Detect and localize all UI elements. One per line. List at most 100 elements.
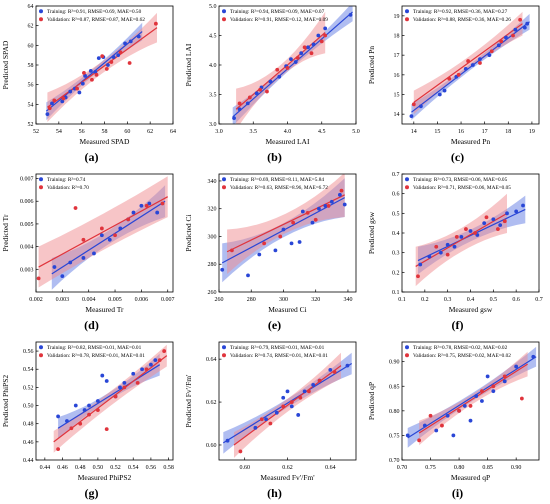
chart-panel: 0.1 0.2 0.3 0.4 0.5 0.6 0.7 0.1 0.2 0.3 0.4 0.5 0.6 0… [366,168,549,336]
training-fit-line [411,21,530,113]
legend-validation-label: Validation: R²=0.87, RMSE=0.87, MAE=0.62 [47,17,145,23]
y-axis-label: Predicted Pn [367,46,376,84]
training-point [437,92,442,97]
validation-point [339,188,344,193]
training-point [140,367,144,372]
y-tick-label: 0.004 [20,245,34,251]
training-point [268,79,273,84]
validation-point [468,404,473,408]
training-point [502,379,507,384]
panel-label: (f) [451,318,464,332]
training-point [513,27,518,32]
y-tick-label: 0.70 [389,458,400,464]
training-point [281,227,286,232]
training-point [293,60,298,64]
training-point [323,26,328,31]
plot-area [415,193,526,287]
validation-point [278,234,283,239]
y-tick-label: 320 [208,207,217,213]
y-tick-label: 0.44 [23,458,34,464]
y-tick-label: 280 [208,262,217,268]
training-point [122,380,127,385]
validation-point [489,49,494,54]
legend-training-marker [405,177,409,182]
y-tick-label: 60 [28,43,34,49]
x-tick-label: 0.52 [110,465,121,471]
validation-point [291,220,296,225]
chart-panel: 3.0 3.5 4.0 4.5 5.0 3.0 3.5 4.0 4.5 5.0 Measured L… [183,0,366,168]
x-axis-label: Measured Ci [268,305,307,314]
training-point [100,373,105,378]
training-point [445,413,450,418]
validation-point [61,96,66,101]
legend-training-label: Training: R²=0.92, RMSE=0.36, MAE=0.27 [413,9,508,15]
x-tick-label: 4.0 [284,129,292,135]
legend-validation-marker [222,17,226,22]
x-tick-label: 4.5 [318,129,326,135]
x-tick-label: 0.6 [512,297,520,303]
training-point [478,57,482,61]
panel-label: (c) [450,150,465,164]
training-point [123,41,127,46]
validation-point [519,396,524,401]
training-point [418,262,423,267]
x-tick-label: 3.5 [250,129,258,135]
validation-point [289,400,294,404]
training-point [409,114,414,119]
training-point [56,414,60,419]
training-point [422,423,427,428]
training-point [531,354,536,359]
validation-point [113,233,117,238]
y-tick-label: 0.4 [392,231,400,237]
legend-training-label: Training: R²=0.69, RMSE=8.11, MAE=5.84 [230,177,324,183]
y-axis-label: Predicted SPAD [1,40,10,89]
validation-point [502,374,507,379]
chart-panel: 0.44 0.46 0.48 0.50 0.52 0.54 0.56 0.58 0.44 0.46… [0,336,183,504]
training-point [60,274,65,279]
chart-panel: 0.60 0.62 0.64 0.60 0.62 0.64 Measured Fv'/Fm'… [183,336,366,504]
training-point [104,379,109,383]
training-point [451,433,456,438]
chart-svg: 0.70 0.75 0.80 0.85 0.90 0.70 0.75 0.80 0.85 0.90… [367,341,540,482]
chart-svg: 52 54 56 58 60 62 64 52 54 56 58 60 62 64 Measured SPA… [1,4,176,146]
validation-fit-line [38,196,169,268]
plot-area [45,12,158,122]
legend-validation-label: Validation: R²=0.75, RMSE=0.02, MAE=0.02 [413,353,511,359]
training-point [482,221,487,226]
validation-point [313,217,318,222]
training-point [87,403,91,408]
y-tick-label: 0.50 [23,404,34,410]
y-tick-label: 58 [28,63,34,69]
training-point [245,101,250,106]
legend-validation-marker [405,185,409,190]
y-tick-label: 300 [208,234,217,240]
training-point [480,399,484,403]
chart-panel: 52 54 56 58 60 62 64 52 54 56 58 60 62 64 Measured SPA… [0,0,183,168]
training-point [50,101,54,106]
validation-point [323,33,328,38]
y-tick-label: 0.7 [392,172,400,178]
training-point [77,90,82,95]
y-tick-label: 56 [28,83,34,89]
validation-point [144,367,149,372]
training-point [522,25,527,30]
y-tick-label: 0.62 [206,400,217,406]
training-point [491,217,496,222]
legend-validation-marker [405,353,409,358]
training-point [311,42,316,47]
chart-svg: 14 15 16 17 18 19 14 15 16 17 18 19 Measured Pn Predi… [367,5,540,146]
x-tick-label: 0.58 [163,465,174,471]
validation-point [466,59,471,63]
y-tick-label: 5.0 [209,4,217,10]
training-point [505,211,509,216]
legend-validation-label: Validation: R²=0.74, RMSE=0.01, MAE=0.01 [230,353,328,359]
chart-svg: 0.60 0.62 0.64 0.60 0.62 0.64 Measured Fv'/Fm'… [184,341,357,482]
training-point [232,116,236,120]
x-tick-label: 0.70 [397,465,408,471]
y-tick-label: 0.3 [392,251,400,257]
validation-point [73,206,78,210]
training-fit-line [222,362,353,444]
training-point [277,74,282,79]
training-point [337,192,342,197]
